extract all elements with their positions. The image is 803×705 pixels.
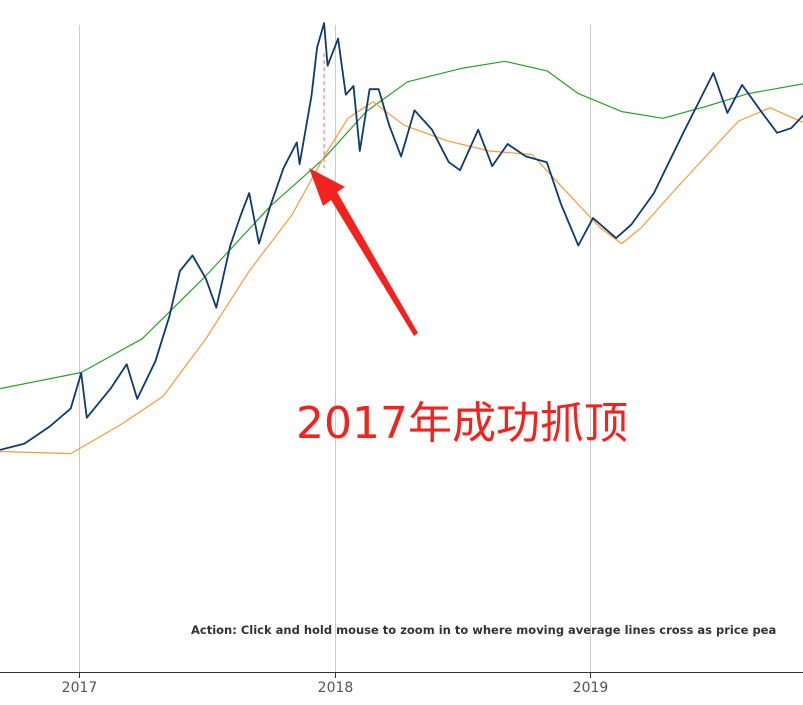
- arrow-annotation: [309, 168, 418, 336]
- action-note: Action: Click and hold mouse to zoom in …: [191, 623, 776, 637]
- x-tick-label-2019: 2019: [573, 680, 609, 696]
- x-tick-label-2017: 2017: [62, 680, 98, 696]
- x-tick-label-2018: 2018: [318, 680, 354, 696]
- price-line: [0, 22, 803, 451]
- moving-average-fast-line: [0, 101, 803, 455]
- x-axis-ticks: 2017 2018 2019: [62, 672, 609, 696]
- top-annotation-text: 2017年成功抓顶: [296, 398, 628, 449]
- series-lines: [0, 22, 803, 455]
- year-gridlines: [79, 25, 591, 672]
- moving-average-slow-line: [0, 60, 803, 390]
